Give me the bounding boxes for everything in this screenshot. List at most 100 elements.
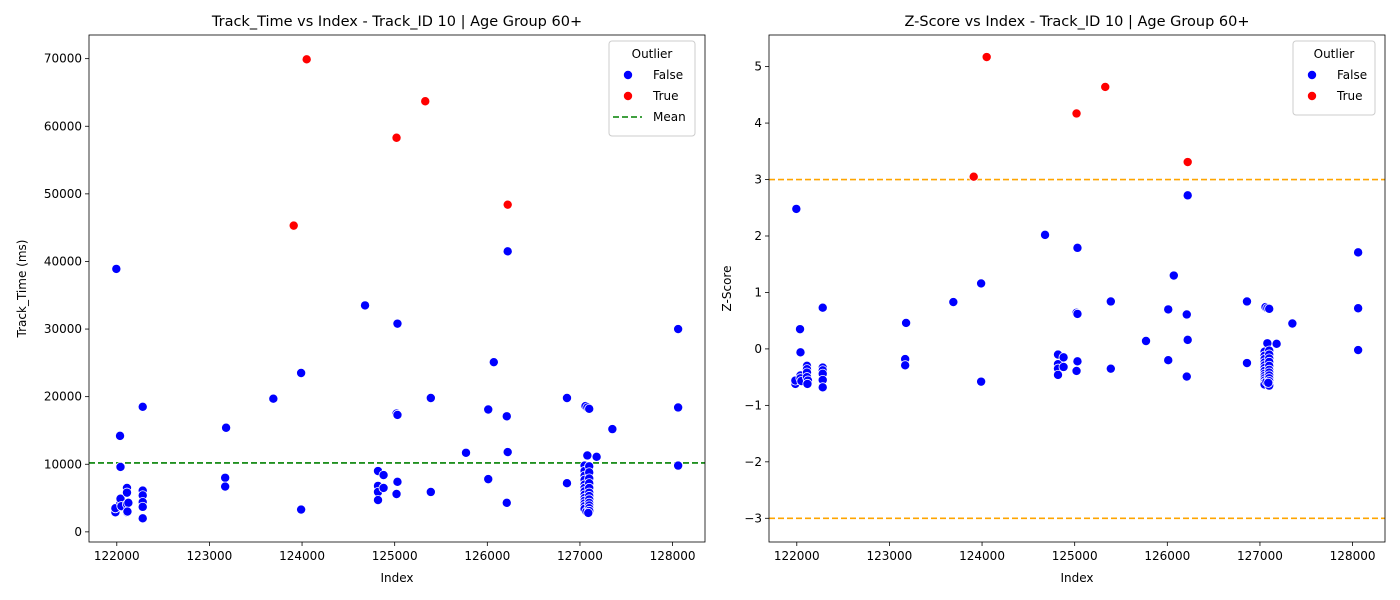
point bbox=[501, 411, 512, 422]
point bbox=[1182, 157, 1193, 168]
point bbox=[425, 393, 436, 404]
point bbox=[296, 367, 307, 378]
series-true bbox=[968, 52, 1193, 182]
point bbox=[391, 132, 402, 143]
point bbox=[817, 302, 828, 313]
chart-title: Z-Score vs Index - Track_ID 10 | Age Gro… bbox=[904, 14, 1249, 30]
y-axis-label: Track_Time (ms) bbox=[15, 240, 29, 339]
y-tick-label: 0 bbox=[74, 525, 82, 539]
point bbox=[901, 317, 912, 328]
point bbox=[137, 513, 148, 524]
y-tick-label: 4 bbox=[754, 116, 762, 130]
x-tick-label: 125000 bbox=[1052, 549, 1098, 563]
point bbox=[584, 403, 595, 414]
point bbox=[373, 495, 384, 506]
point bbox=[220, 472, 231, 483]
point bbox=[502, 246, 513, 257]
legend-label: False bbox=[1337, 68, 1367, 82]
point bbox=[501, 497, 512, 508]
point bbox=[1058, 352, 1069, 363]
point bbox=[1053, 369, 1064, 380]
x-tick-label: 124000 bbox=[279, 549, 325, 563]
y-tick-label: −3 bbox=[744, 511, 762, 525]
x-tick-label: 127000 bbox=[1237, 549, 1283, 563]
point bbox=[1181, 371, 1192, 382]
point bbox=[981, 52, 992, 63]
point bbox=[1040, 229, 1051, 240]
point bbox=[583, 507, 594, 518]
y-tick-label: 50000 bbox=[44, 187, 82, 201]
point bbox=[115, 461, 126, 472]
series-true bbox=[288, 54, 513, 231]
series-false bbox=[110, 246, 684, 524]
point bbox=[296, 504, 307, 515]
point bbox=[1071, 365, 1082, 376]
y-tick-label: 2 bbox=[754, 229, 762, 243]
point bbox=[795, 324, 806, 335]
y-axis-label: Z-Score bbox=[720, 266, 734, 312]
point bbox=[1072, 308, 1083, 319]
legend-title: Outlier bbox=[632, 47, 673, 61]
y-tick-label: 1 bbox=[754, 285, 762, 299]
point bbox=[948, 297, 959, 308]
legend-title: Outlier bbox=[1314, 47, 1355, 61]
y-tick-label: 20000 bbox=[44, 390, 82, 404]
y-tick-label: −2 bbox=[744, 455, 762, 469]
point bbox=[378, 482, 389, 493]
point bbox=[1072, 242, 1083, 253]
x-tick-label: 128000 bbox=[650, 549, 696, 563]
legend: Outlier False True Mean bbox=[608, 40, 696, 137]
point bbox=[561, 393, 572, 404]
x-tick-label: 128000 bbox=[1330, 549, 1376, 563]
point bbox=[1181, 309, 1192, 320]
point bbox=[392, 409, 403, 420]
point bbox=[1105, 363, 1116, 374]
point bbox=[122, 506, 133, 517]
x-axis-label: Index bbox=[1060, 571, 1093, 585]
point bbox=[378, 470, 389, 481]
point bbox=[488, 357, 499, 368]
point bbox=[301, 54, 312, 65]
chart-title: Track_Time vs Index - Track_ID 10 | Age … bbox=[211, 14, 582, 30]
legend-box bbox=[608, 40, 696, 137]
plot-area bbox=[89, 35, 705, 542]
point bbox=[121, 487, 132, 498]
chart-panel-2: 122000 123000 124000 125000 126000 127000 1280… bbox=[720, 14, 1386, 585]
legend-marker-false bbox=[623, 70, 634, 81]
point bbox=[392, 318, 403, 329]
point bbox=[582, 450, 593, 461]
point bbox=[137, 401, 148, 412]
y-tick-label: 3 bbox=[754, 173, 762, 187]
legend-marker-true bbox=[623, 91, 634, 102]
point bbox=[1241, 358, 1252, 369]
point bbox=[1271, 338, 1282, 349]
point bbox=[607, 424, 618, 435]
y-tick-label: 5 bbox=[754, 60, 762, 74]
y-tick-label: −1 bbox=[744, 398, 762, 412]
point bbox=[1263, 377, 1274, 388]
x-tick-label: 125000 bbox=[372, 549, 418, 563]
point bbox=[802, 378, 813, 389]
point bbox=[502, 199, 513, 210]
point bbox=[288, 220, 299, 231]
y-tick-label: 40000 bbox=[44, 254, 82, 268]
x-tick-label: 122000 bbox=[774, 549, 820, 563]
point bbox=[1163, 355, 1174, 366]
point bbox=[673, 324, 684, 335]
legend-label: True bbox=[652, 89, 679, 103]
y-tick-label: 0 bbox=[754, 342, 762, 356]
series-false bbox=[790, 190, 1364, 393]
point bbox=[1058, 361, 1069, 372]
legend-label: False bbox=[653, 68, 683, 82]
axes-frame bbox=[88, 34, 706, 543]
point bbox=[221, 422, 232, 433]
x-tick-label: 123000 bbox=[187, 549, 233, 563]
point bbox=[461, 447, 472, 458]
x-tick-label: 124000 bbox=[959, 549, 1005, 563]
point bbox=[268, 393, 279, 404]
point bbox=[123, 497, 134, 508]
x-tick-label: 126000 bbox=[464, 549, 510, 563]
point bbox=[1163, 304, 1174, 315]
point bbox=[220, 481, 231, 492]
